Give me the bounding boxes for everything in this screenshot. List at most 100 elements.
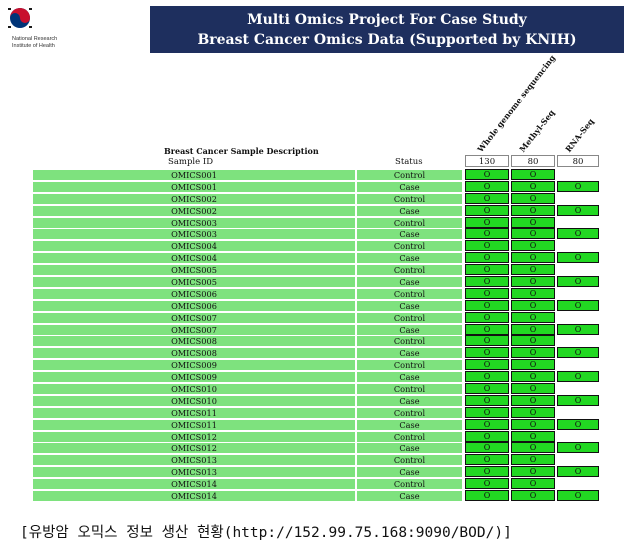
sample-id-cell: OMICS003 [33,229,355,240]
wgs-availability-cell: O [465,287,509,299]
methyl-seq-availability-cell: O [511,240,555,252]
sample-id-cell: OMICS001 [33,170,355,180]
status-cell: Case [357,229,462,240]
status-header: Status [395,157,423,167]
methyl-seq-availability-cell: O [511,371,555,383]
column-header-rna-seq: RNA-Seq [563,116,596,154]
sample-id-cell: OMICS008 [33,348,355,359]
rna-seq-availability-cell: O [557,490,599,502]
status-cell: Case [357,372,462,383]
rna-seq-availability-cell: O [557,180,599,192]
table-row: OMICS014 Control O O [33,478,601,490]
wgs-availability-cell: O [465,490,509,502]
wgs-availability-cell: O [465,252,509,264]
table-row: OMICS005 Control O O [33,264,601,276]
wgs-availability-cell: O [465,276,509,288]
table-row: OMICS002 Case O O O [33,204,601,217]
methyl-seq-availability-cell: O [511,418,555,430]
sample-id-cell: OMICS011 [33,419,355,430]
status-cell: Case [357,324,462,335]
column-header-wgs: Whole genome sequencing [475,52,558,154]
sample-id-cell: OMICS004 [33,253,355,264]
wgs-availability-cell: O [465,264,509,276]
table-row: OMICS012 Case O O O [33,442,601,454]
table-row: OMICS006 Control O O [33,287,601,300]
table-row: OMICS009 Case O O O [33,371,601,383]
status-cell: Control [357,360,462,371]
status-cell: Case [357,348,462,359]
sample-id-cell: OMICS012 [33,443,355,454]
methyl-seq-availability-cell: O [511,359,555,371]
table-row: OMICS007 Control O O [33,311,601,324]
status-cell: Case [357,395,462,406]
column-header-methyl-seq: Methyl-Seq [517,107,557,154]
table-row: OMICS006 Case O O O [33,299,601,312]
wgs-availability-cell: O [465,466,509,478]
table-row: OMICS003 Case O O O [33,228,601,240]
methyl-seq-availability-cell: O [511,490,555,502]
sample-id-cell: OMICS003 [33,217,355,228]
rna-seq-availability-cell: O [557,299,599,311]
methyl-seq-availability-cell: O [511,454,555,466]
status-cell: Control [357,384,462,395]
status-cell: Case [357,443,462,454]
sample-id-cell: OMICS006 [33,288,355,299]
wgs-availability-cell: O [465,180,509,192]
logo-org-line2: Institute of Health [12,43,55,49]
rna-seq-availability-cell: O [557,323,599,335]
table-row: OMICS002 Control O O [33,192,601,205]
methyl-seq-availability-cell: O [511,192,555,204]
wgs-availability-cell: O [465,192,509,204]
methyl-seq-availability-cell: O [511,287,555,299]
rna-seq-availability-cell: O [557,394,599,406]
rna-seq-availability-cell: O [557,466,599,478]
wgs-availability-cell: O [465,347,509,359]
wgs-availability-cell: O [465,394,509,406]
sample-id-cell: OMICS009 [33,360,355,371]
status-cell: Case [357,467,462,478]
wgs-availability-cell: O [465,478,509,490]
rna-seq-availability-cell: O [557,347,599,359]
wgs-availability-cell: O [465,228,509,240]
methyl-seq-availability-cell: O [511,180,555,192]
count-rna-seq: 80 [557,155,599,167]
wgs-availability-cell: O [465,406,509,418]
wgs-availability-cell: O [465,216,509,228]
table-row: OMICS010 Control O O [33,383,601,395]
wgs-availability-cell: O [465,418,509,430]
table-row: OMICS012 Control O O [33,430,601,443]
sample-id-cell: OMICS005 [33,277,355,288]
wgs-availability-cell: O [465,454,509,466]
rna-seq-availability-cell: O [557,418,599,430]
table-row: OMICS011 Case O O O [33,418,601,431]
rna-seq-availability-cell: O [557,228,599,240]
table-row: OMICS004 Case O O O [33,252,601,264]
status-cell: Case [357,300,462,311]
sample-id-cell: OMICS013 [33,467,355,478]
wgs-availability-cell: O [465,383,509,395]
status-cell: Case [357,205,462,216]
rna-seq-availability-cell: O [557,371,599,383]
banner-title-line1: Multi Omics Project For Case Study [247,12,527,28]
status-cell: Control [357,455,462,466]
taegeuk-emblem-icon [8,8,32,28]
table-row: OMICS007 Case O O O [33,323,601,336]
status-cell: Case [357,181,462,192]
rna-seq-availability-cell: O [557,252,599,264]
methyl-seq-availability-cell: O [511,335,555,347]
institute-logo: National Research Institute of Health [4,6,144,50]
methyl-seq-availability-cell: O [511,466,555,478]
figure-caption: [유방암 오믹스 정보 생산 현황(http://152.99.75.168:9… [20,525,512,541]
rna-seq-availability-cell: O [557,204,599,216]
sample-id-cell: OMICS004 [33,241,355,252]
count-wgs: 130 [465,155,509,167]
methyl-seq-availability-cell: O [511,311,555,323]
sample-id-cell: OMICS013 [33,455,355,466]
sample-id-cell: OMICS010 [33,384,355,395]
methyl-seq-availability-cell: O [511,204,555,216]
status-cell: Control [357,217,462,228]
status-cell: Control [357,431,462,442]
methyl-seq-availability-cell: O [511,252,555,264]
status-cell: Control [357,312,462,323]
sample-id-cell: OMICS010 [33,395,355,406]
